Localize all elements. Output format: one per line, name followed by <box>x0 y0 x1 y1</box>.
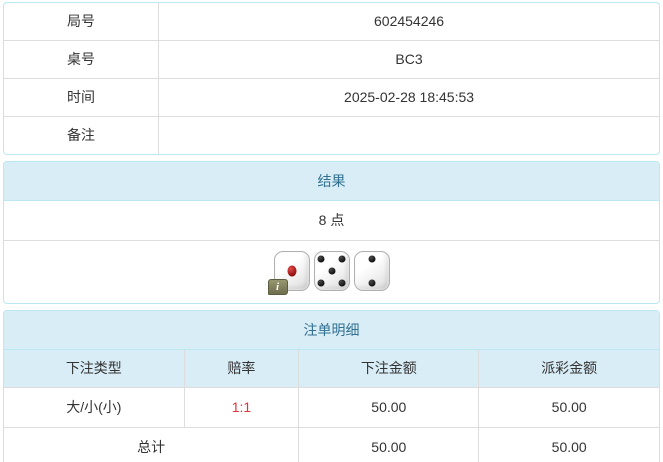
die-pip <box>317 279 325 287</box>
game-info-table: 局号 602454246 桌号 BC3 时间 2025-02-28 18:45:… <box>4 3 659 154</box>
table-row: 备注 <box>4 116 659 154</box>
die-1: i <box>267 251 310 295</box>
result-panel: 结果 8 点 i <box>3 161 660 304</box>
time-value: 2025-02-28 18:45:53 <box>158 78 659 117</box>
col-header-bet-type: 下注类型 <box>4 350 185 388</box>
bet-type-cell: 大/小(小) <box>66 399 122 415</box>
total-payout: 50.00 <box>478 427 659 462</box>
die-2 <box>353 251 390 291</box>
round-number-value: 602454246 <box>374 13 445 29</box>
result-points: 8 点 <box>4 201 659 241</box>
remark-value <box>158 116 659 154</box>
col-header-payout: 派彩金额 <box>478 350 659 388</box>
die-pip <box>328 267 335 275</box>
col-header-bet-amount: 下注金额 <box>298 350 479 388</box>
die-5 <box>313 251 350 291</box>
total-label: 总计 <box>4 427 299 462</box>
table-number-label: 桌号 <box>4 40 160 79</box>
odds-cell: 1:1 <box>183 387 299 428</box>
bet-details-title: 注单明细 <box>4 311 659 350</box>
bet-amount-cell: 50.00 <box>298 387 479 428</box>
info-icon[interactable]: i <box>267 279 288 295</box>
payout-cell: 50.00 <box>478 387 659 428</box>
remark-label: 备注 <box>4 116 160 154</box>
game-info-panel: 局号 602454246 桌号 BC3 时间 2025-02-28 18:45:… <box>3 2 660 155</box>
total-bet-amount: 50.00 <box>298 427 479 462</box>
die-pip <box>338 279 346 287</box>
round-number-label: 局号 <box>4 3 160 41</box>
dice-row: i <box>4 241 659 303</box>
table-number-value: BC3 <box>158 40 659 79</box>
time-label: 时间 <box>4 78 160 117</box>
die-pip <box>338 255 346 263</box>
table-row: 大/小(小) 1:1 50.00 50.00 <box>4 387 659 428</box>
result-panel-title: 结果 <box>4 162 659 201</box>
die-pip <box>287 265 296 277</box>
die-pip <box>368 279 375 287</box>
die-pip <box>317 255 325 263</box>
bet-details-table: 下注类型 赔率 下注金额 派彩金额 大/小(小) 1:1 50.00 50.00… <box>4 350 659 462</box>
col-header-odds: 赔率 <box>183 350 299 388</box>
table-row: 时间 2025-02-28 18:45:53 <box>4 78 659 117</box>
table-header-row: 下注类型 赔率 下注金额 派彩金额 <box>4 350 659 388</box>
die-pip <box>368 255 375 263</box>
table-row: 局号 602454246 <box>4 3 659 41</box>
bet-details-panel: 注单明细 下注类型 赔率 下注金额 派彩金额 大/小(小) 1:1 50.00 … <box>3 310 660 462</box>
total-row: 总计 50.00 50.00 <box>4 427 659 462</box>
table-row: 桌号 BC3 <box>4 40 659 79</box>
